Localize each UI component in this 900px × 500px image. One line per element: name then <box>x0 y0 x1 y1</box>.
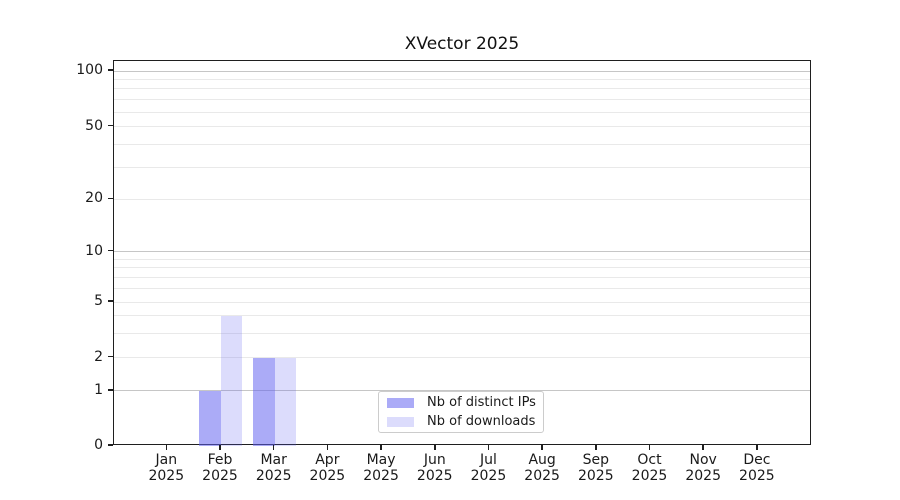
x-tick-year: 2025 <box>148 468 185 484</box>
x-tick-mark-apr <box>326 445 329 450</box>
x-tick-mark-aug <box>541 445 543 450</box>
x-tick-mark-oct <box>648 445 651 450</box>
x-tick-year: 2025 <box>255 468 292 484</box>
legend-row-distinct-ips: Nb of distinct IPs <box>387 395 543 410</box>
y-tick-mark-10 <box>108 249 113 252</box>
x-tick-mark-mar <box>272 445 275 450</box>
gridline-y-30 <box>114 166 810 168</box>
x-tick-label-dec: Dec 2025 <box>725 452 789 484</box>
x-tick-label-jul: Jul 2025 <box>456 452 520 484</box>
legend-label-distinct-ips: Nb of distinct IPs <box>427 395 536 410</box>
y-tick-label-0: 0 <box>94 437 103 453</box>
x-tick-mark-sep <box>595 445 597 450</box>
legend: Nb of distinct IPs Nb of downloads <box>378 391 544 433</box>
x-tick-year: 2025 <box>685 468 721 484</box>
chart-title: XVector 2025 <box>404 34 520 54</box>
x-tick-month: Jul <box>479 452 497 468</box>
x-tick-mark-feb <box>219 445 221 450</box>
x-tick-year: 2025 <box>363 468 399 484</box>
y-tick-mark-50 <box>108 124 113 127</box>
x-tick-month: Jan <box>155 452 178 468</box>
x-tick-month: Oct <box>637 452 662 468</box>
gridline-y-60 <box>114 111 810 113</box>
gridline-y-7 <box>114 277 810 279</box>
gridline-y-100 <box>114 70 810 72</box>
gridline-y-80 <box>114 88 810 90</box>
y-tick-label-20: 20 <box>85 190 103 207</box>
x-tick-year: 2025 <box>577 468 614 484</box>
x-tick-month: Apr <box>315 452 340 468</box>
gridline-y-8 <box>114 267 810 269</box>
x-tick-month: Dec <box>743 452 771 468</box>
plot-area <box>113 60 811 446</box>
x-tick-year: 2025 <box>524 468 560 484</box>
x-tick-label-feb: Feb 2025 <box>188 452 252 484</box>
x-tick-mark-dec <box>756 445 758 450</box>
x-tick-year: 2025 <box>739 468 775 484</box>
bar-mar-downloads <box>274 357 297 446</box>
gridline-y-90 <box>114 78 810 80</box>
x-tick-mark-nov <box>702 445 704 450</box>
x-tick-label-oct: Oct 2025 <box>618 452 682 484</box>
x-tick-month: Jun <box>423 452 446 468</box>
legend-label-downloads: Nb of downloads <box>427 414 536 429</box>
x-tick-year: 2025 <box>631 468 668 484</box>
x-tick-mark-jan <box>165 445 168 450</box>
gridline-y-2 <box>114 357 810 359</box>
x-tick-mark-jul <box>487 445 490 450</box>
x-tick-month: May <box>366 452 396 468</box>
x-tick-month: Nov <box>689 452 717 468</box>
x-tick-month: Aug <box>528 452 556 468</box>
y-tick-label-1: 1 <box>94 381 103 398</box>
gridline-y-20 <box>114 198 810 200</box>
legend-row-downloads: Nb of downloads <box>387 414 543 429</box>
x-tick-month: Sep <box>582 452 609 468</box>
x-tick-mark-jun <box>434 445 436 450</box>
x-tick-label-apr: Apr 2025 <box>295 452 359 484</box>
gridline-y-1 <box>114 390 810 392</box>
y-tick-mark-100 <box>108 69 113 71</box>
y-tick-label-50: 50 <box>85 117 103 134</box>
x-tick-label-aug: Aug 2025 <box>510 452 574 484</box>
x-tick-year: 2025 <box>309 468 346 484</box>
x-tick-label-mar: Mar 2025 <box>242 452 306 484</box>
gridline-y-3 <box>114 332 810 334</box>
bar-feb-downloads <box>220 315 243 446</box>
gridline-y-4 <box>114 315 810 317</box>
y-tick-mark-0 <box>108 444 113 446</box>
y-tick-label-5: 5 <box>94 293 103 309</box>
x-tick-month: Mar <box>260 452 287 468</box>
bar-feb-distinct-ips <box>199 390 221 446</box>
legend-swatch-distinct-ips <box>387 397 414 408</box>
y-tick-label-100: 100 <box>76 62 103 78</box>
x-tick-mark-may <box>380 445 382 450</box>
gridline-y-5 <box>114 301 810 303</box>
bar-mar-distinct-ips <box>253 357 275 446</box>
y-tick-mark-2 <box>108 355 113 358</box>
legend-swatch-downloads <box>387 416 414 427</box>
x-tick-label-nov: Nov 2025 <box>671 452 735 484</box>
gridline-y-50 <box>114 126 810 128</box>
x-tick-year: 2025 <box>416 468 453 484</box>
y-tick-mark-1 <box>108 389 113 391</box>
y-tick-label-10: 10 <box>85 242 103 259</box>
gridline-y-6 <box>114 288 810 290</box>
gridline-y-70 <box>114 99 810 101</box>
x-tick-label-may: May 2025 <box>349 452 413 484</box>
gridline-y-40 <box>114 143 810 145</box>
x-tick-label-sep: Sep 2025 <box>564 452 628 484</box>
x-tick-label-jun: Jun 2025 <box>403 452 467 484</box>
x-tick-month: Feb <box>207 452 233 468</box>
y-tick-mark-5 <box>108 300 113 302</box>
x-tick-label-jan: Jan 2025 <box>134 452 198 484</box>
gridline-y-9 <box>114 258 810 260</box>
gridline-y-10 <box>114 251 810 253</box>
x-tick-year: 2025 <box>202 468 238 484</box>
x-tick-year: 2025 <box>470 468 507 484</box>
y-tick-label-2: 2 <box>94 348 103 365</box>
y-tick-mark-20 <box>108 197 113 200</box>
